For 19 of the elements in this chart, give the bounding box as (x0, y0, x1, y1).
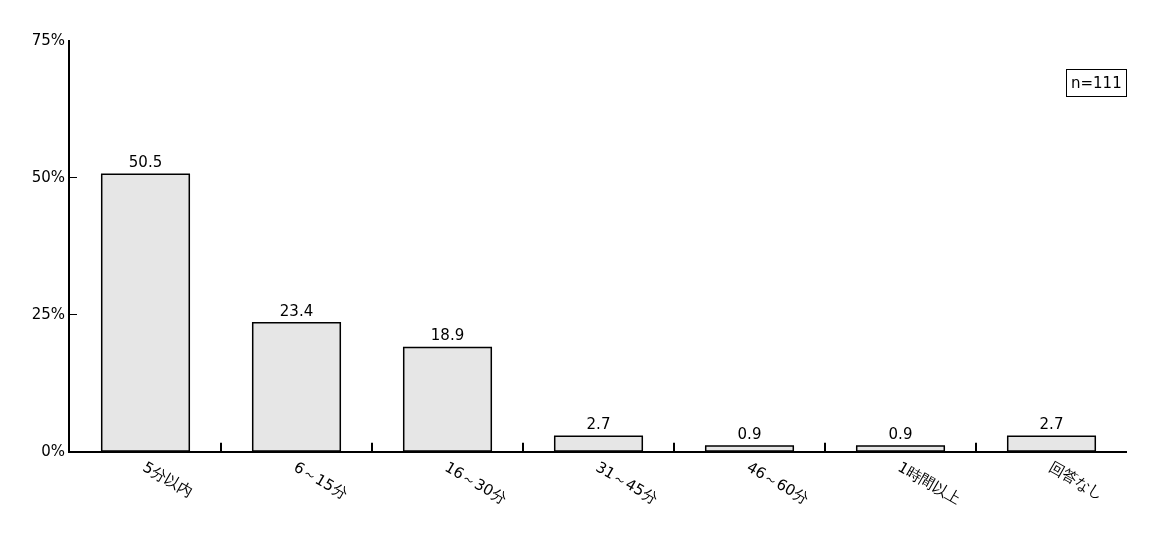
annotation: n=111 (1071, 74, 1122, 92)
data-label: 18.9 (430, 326, 465, 345)
x-tick-label: 46～60分 (743, 457, 812, 508)
data-label: 2.7 (1039, 415, 1064, 434)
data-label: 0.9 (737, 425, 762, 444)
y-tick-label: 25% (31, 305, 65, 324)
data-label: 0.9 (888, 425, 913, 444)
x-tick-label: 16～30分 (441, 457, 510, 508)
data-label: 2.7 (586, 415, 611, 434)
x-tick-label: 1時間以上 (894, 457, 964, 509)
x-tick-label: 31～45分 (592, 457, 661, 508)
x-tick-label: 回答なし (1045, 457, 1107, 504)
y-tick-label: 0% (41, 442, 65, 461)
data-label: 50.5 (128, 153, 163, 172)
x-tick-label: 6～15分 (290, 457, 351, 503)
data-label: 23.4 (279, 301, 314, 320)
y-tick-label: 75% (31, 31, 65, 50)
y-tick-label: 50% (31, 168, 65, 187)
x-tick-label: 5分以内 (139, 457, 196, 501)
